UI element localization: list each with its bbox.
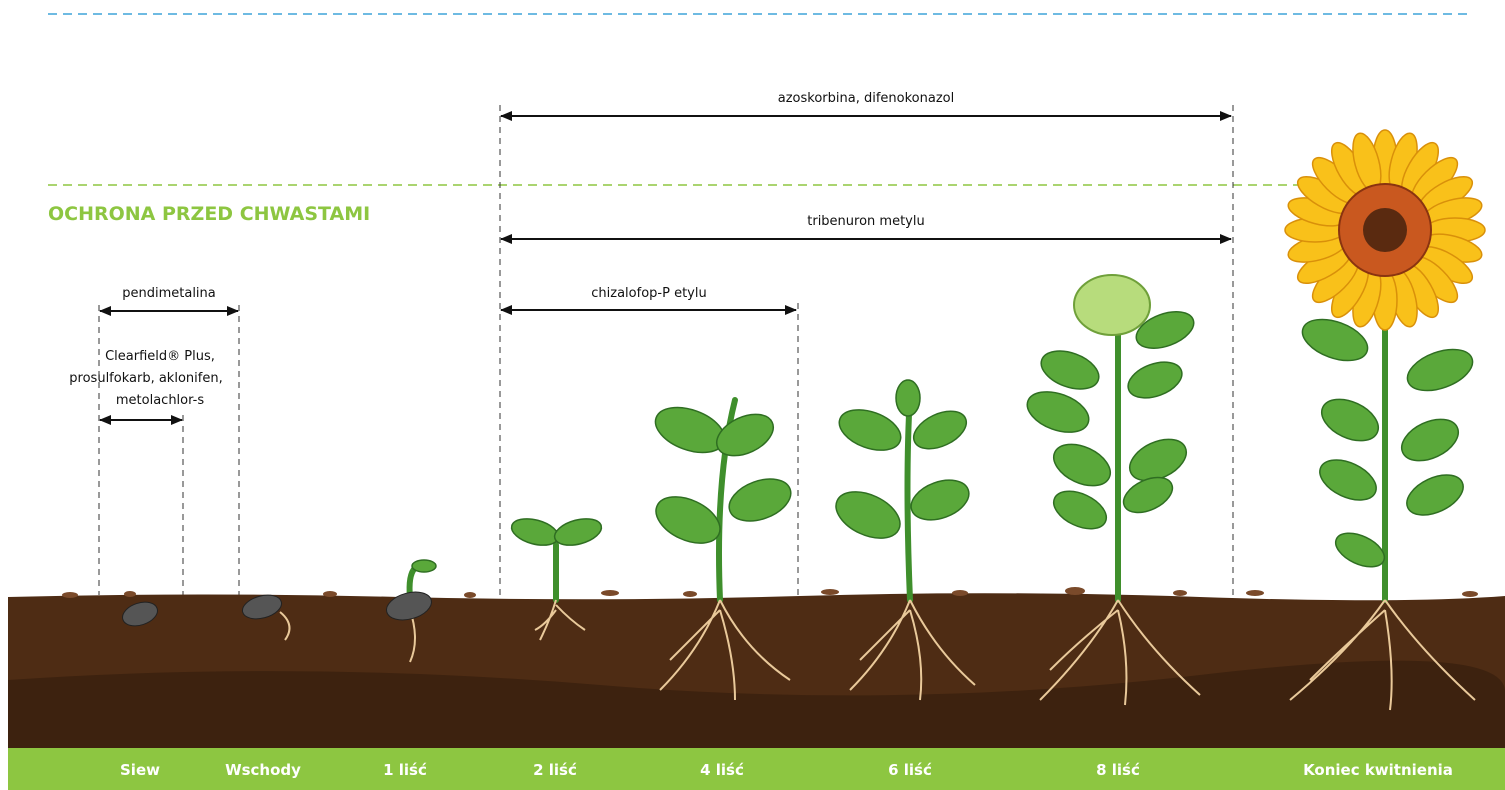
stage-label: 6 liść (888, 761, 932, 779)
stage-label: Koniec kwitnienia (1303, 761, 1453, 779)
stage-label: Wschody (225, 761, 301, 779)
soil (8, 587, 1505, 748)
range: azoskorbina, difenokonazol (500, 91, 1232, 121)
guides (98, 105, 1234, 595)
range: Clearfield® Plus, prosulfokarb, aklonife… (69, 349, 223, 425)
stage-label: 1 liść (383, 761, 427, 779)
stage-label: 8 liść (1096, 761, 1140, 779)
range-label: azoskorbina, difenokonazol (778, 91, 954, 106)
stage-label: Siew (120, 761, 160, 779)
range-label: Clearfield® Plus, (105, 349, 215, 364)
range-label: metolachlor-s (116, 393, 204, 408)
stage-labels: Siew Wschody 1 liść 2 liść 4 liść 6 liść… (120, 761, 1453, 779)
section-title: OCHRONA PRZED CHWASTAMI (48, 203, 370, 225)
range: pendimetalina (99, 286, 239, 316)
stage-bar (8, 748, 1505, 790)
range: chizalofop-P etylu (500, 286, 797, 315)
range-label: tribenuron metylu (807, 214, 924, 229)
range: tribenuron metylu (500, 214, 1232, 244)
plant-illustrations (122, 129, 1486, 711)
range-label: chizalofop-P etylu (591, 286, 706, 301)
stage-label: 2 liść (533, 761, 577, 779)
stage-label: 4 liść (700, 761, 744, 779)
range-label: pendimetalina (122, 286, 216, 301)
range-label: prosulfokarb, aklonifen, (69, 371, 222, 386)
